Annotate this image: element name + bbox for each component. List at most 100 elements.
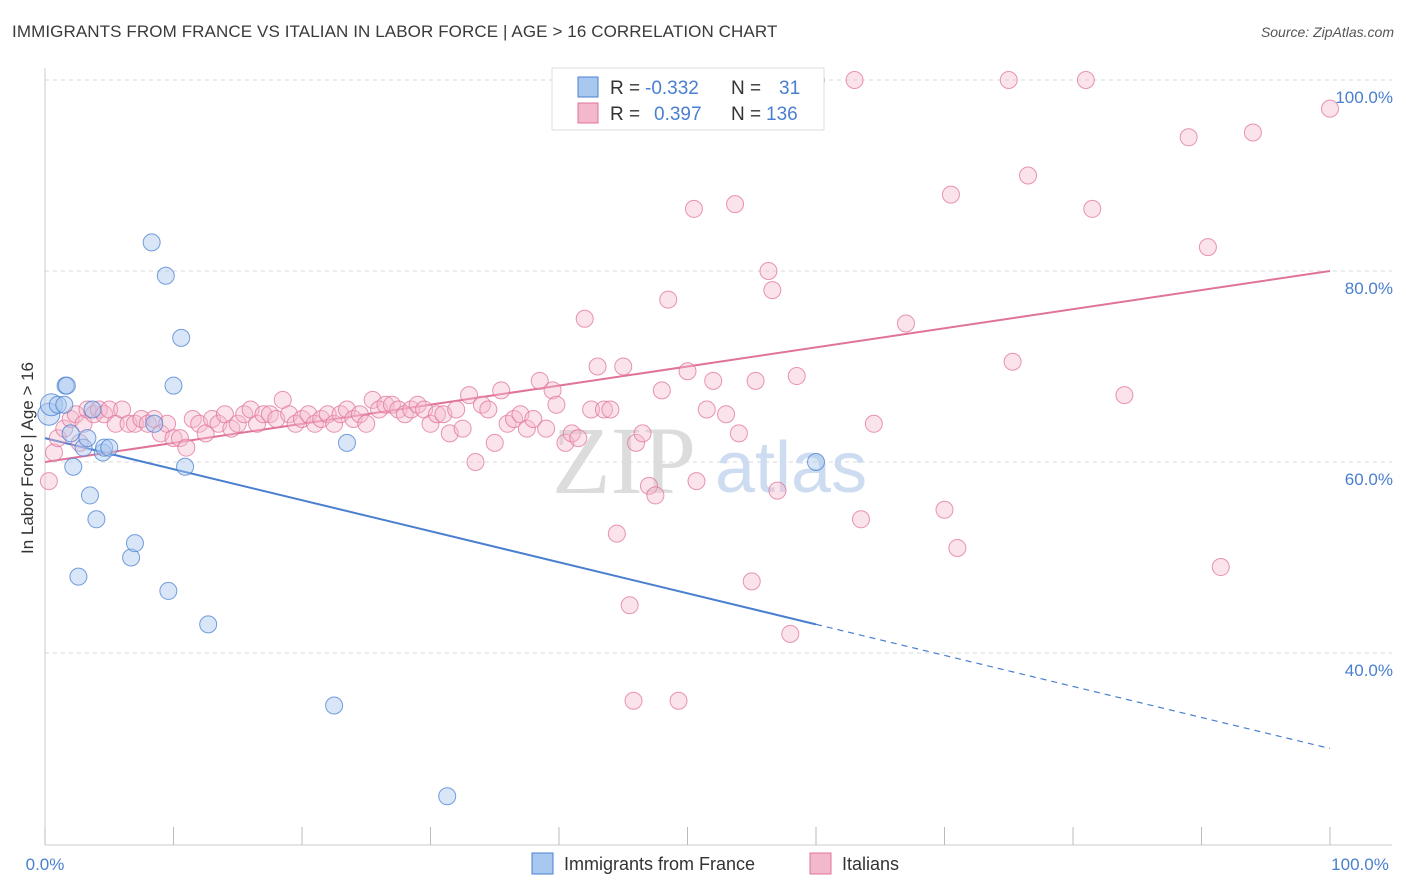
bottom-legend-label-france: Immigrants from France <box>564 854 755 874</box>
point-italians <box>421 414 440 433</box>
point-italians <box>742 572 761 591</box>
point-italians <box>183 410 202 429</box>
point-italians <box>1198 238 1217 257</box>
point-france <box>48 395 67 414</box>
legend-r-value-france: -0.332 <box>645 78 699 99</box>
point-italians <box>624 691 643 710</box>
point-italians <box>66 405 85 424</box>
point-italians <box>787 367 806 386</box>
point-france <box>125 534 144 553</box>
point-italians <box>941 185 960 204</box>
legend-r-value-italians: 0.397 <box>654 104 702 125</box>
point-france <box>325 696 344 715</box>
top-legend: R = -0.332 N = 31 R = 0.397 N = 136 <box>551 67 825 131</box>
legend-n-label-italians: N = <box>731 104 761 125</box>
point-italians <box>228 414 247 433</box>
x-tick-label-min: 0.0% <box>26 855 65 874</box>
point-italians <box>759 262 778 280</box>
point-italians <box>235 405 254 424</box>
point-france <box>87 510 106 529</box>
point-italians <box>684 199 703 218</box>
point-italians <box>746 371 765 390</box>
point-france <box>142 233 161 252</box>
point-italians <box>620 596 639 615</box>
trend-line-france-projection <box>815 623 1331 750</box>
source-credit: Source: ZipAtlas.com <box>1260 24 1394 40</box>
axes <box>44 68 1392 846</box>
point-italians <box>357 414 376 433</box>
point-france <box>39 393 63 417</box>
legend-n-value-france: 31 <box>779 78 800 99</box>
point-italians <box>55 419 74 438</box>
point-italians <box>687 472 706 491</box>
point-italians <box>248 414 267 433</box>
trend-lines <box>44 270 1331 750</box>
point-italians <box>1179 128 1198 147</box>
point-france <box>145 414 164 433</box>
point-italians <box>864 414 883 433</box>
point-france <box>156 266 175 285</box>
point-italians <box>1243 123 1262 142</box>
point-france <box>337 433 356 452</box>
point-italians <box>95 405 114 424</box>
axis-labels: 40.0% 60.0% 80.0% 100.0% 0.0% 100.0% <box>26 88 1393 874</box>
point-italians <box>505 410 524 429</box>
point-italians <box>763 281 782 300</box>
point-italians <box>1019 166 1038 185</box>
point-italians <box>222 419 241 438</box>
trend-line-france <box>44 437 817 626</box>
point-france <box>37 402 61 426</box>
point-italians <box>639 476 658 495</box>
point-italians <box>485 433 504 452</box>
point-italians <box>517 419 536 438</box>
y-tick-label: 80.0% <box>1345 279 1393 298</box>
point-italians <box>1003 352 1022 371</box>
point-italians <box>601 400 620 419</box>
point-italians <box>530 371 549 390</box>
point-italians <box>472 395 491 414</box>
bottom-legend-label-italians: Italians <box>842 854 899 874</box>
point-italians <box>453 419 472 438</box>
x-tick-label-max: 100.0% <box>1331 855 1389 874</box>
point-italians <box>1115 386 1134 405</box>
point-italians <box>138 414 157 433</box>
point-france <box>164 376 183 395</box>
point-france <box>74 438 93 457</box>
legend-n-value-italians: 136 <box>766 104 798 125</box>
point-italians <box>594 400 613 419</box>
point-italians <box>524 410 543 429</box>
point-italians <box>659 290 678 309</box>
chart-title: IMMIGRANTS FROM FRANCE VS ITALIAN IN LAB… <box>12 22 778 41</box>
point-italians <box>382 395 401 414</box>
point-italians <box>286 414 305 433</box>
bottom-legend-swatch-italians <box>809 852 832 875</box>
point-italians <box>402 400 421 419</box>
point-italians <box>1076 71 1095 89</box>
point-italians <box>492 381 511 400</box>
point-france <box>176 457 195 476</box>
point-italians <box>697 400 716 419</box>
point-france <box>122 548 141 567</box>
point-italians <box>633 424 652 443</box>
bottom-legend: Immigrants from France Italians <box>531 852 899 875</box>
point-italians <box>1211 558 1230 577</box>
point-italians <box>851 510 870 529</box>
point-italians <box>408 395 427 414</box>
point-italians <box>177 438 196 457</box>
point-italians <box>669 691 688 710</box>
point-italians <box>350 405 369 424</box>
point-france <box>95 438 114 457</box>
point-france <box>438 787 457 806</box>
legend-swatch-italians <box>577 102 599 124</box>
point-italians <box>318 405 337 424</box>
point-italians <box>999 71 1018 89</box>
watermark-zip: ZIP <box>552 407 696 514</box>
point-italians <box>460 386 479 405</box>
y-tick-label: 100.0% <box>1335 88 1393 107</box>
watermark: ZIP atlas <box>552 407 867 514</box>
point-italians <box>582 400 601 419</box>
data-points <box>37 71 1339 806</box>
point-france <box>55 395 74 414</box>
point-italians <box>614 357 633 376</box>
